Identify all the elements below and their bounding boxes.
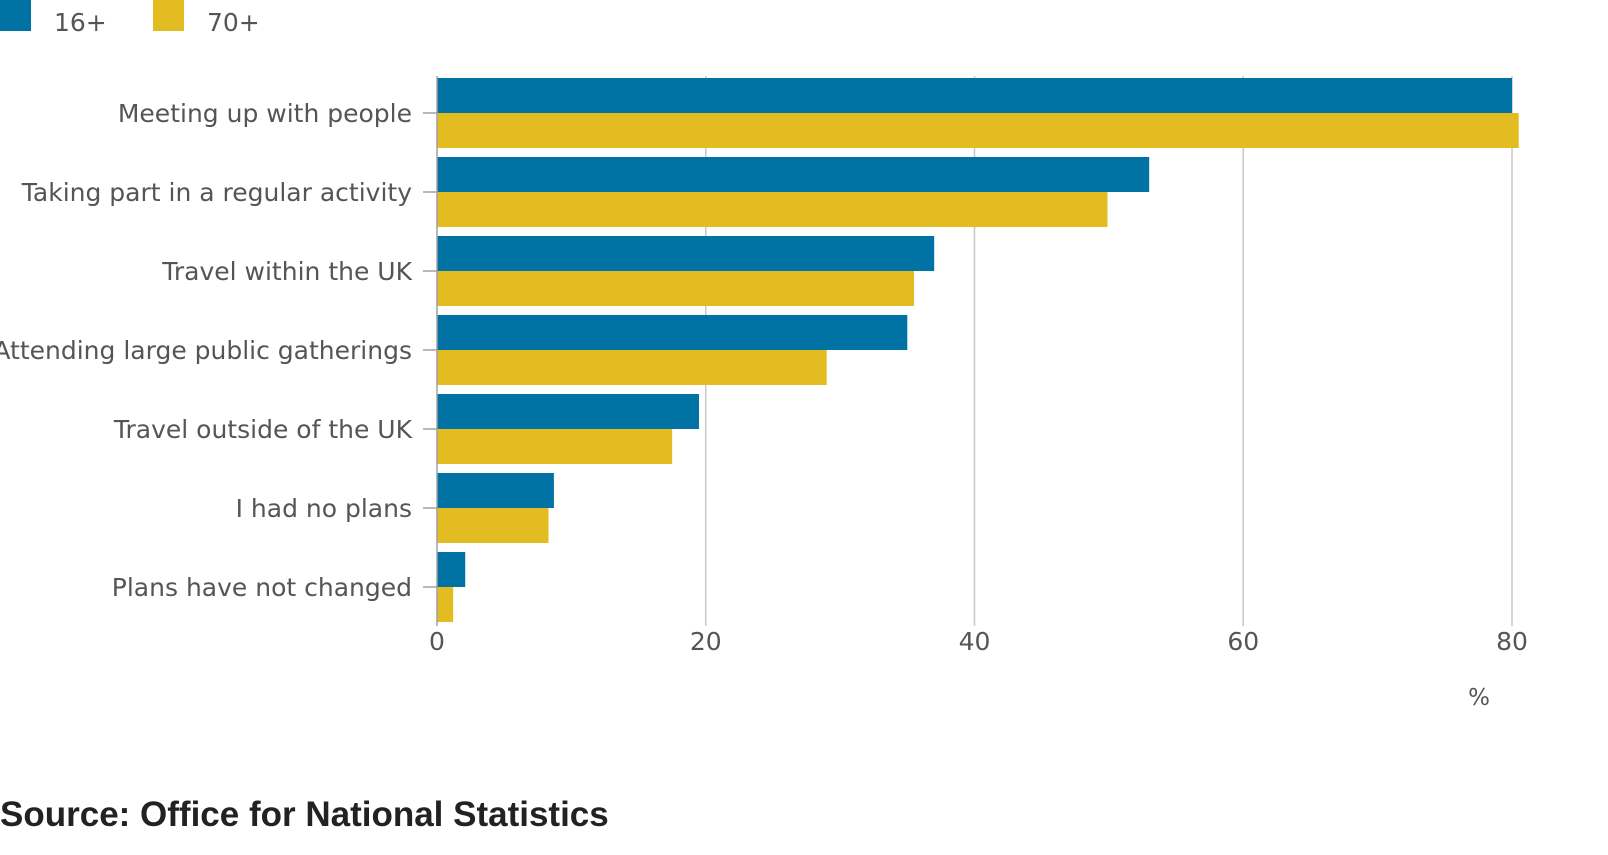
- bar-70-attending-large-public-gatherings: [437, 350, 827, 385]
- bar-16-i-had-no-plans: [437, 473, 554, 508]
- x-tick-label-40: 40: [959, 627, 991, 656]
- bar-16-plans-have-not-changed: [437, 552, 466, 587]
- x-axis-label: %: [1468, 685, 1490, 711]
- bar-16-attending-large-public-gatherings: [437, 315, 908, 350]
- legend-label-70: 70+: [207, 8, 260, 37]
- legend-label-16: 16+: [54, 8, 107, 37]
- bar-70-meeting-up-with-people: [437, 113, 1519, 148]
- category-label-i-had-no-plans: I had no plans: [236, 494, 412, 523]
- category-label-plans-have-not-changed: Plans have not changed: [112, 573, 412, 602]
- legend-swatch-70: [153, 0, 184, 31]
- x-axis: 0 20 40 60 80%: [429, 627, 1528, 711]
- bar-70-taking-part-in-a-regular-activity: [437, 192, 1108, 227]
- bar-16-taking-part-in-a-regular-activity: [437, 157, 1150, 192]
- x-tick-label-60: 60: [1227, 627, 1259, 656]
- category-label-taking-part-in-a-regular-activity: Taking part in a regular activity: [21, 178, 412, 207]
- y-axis: Meeting up with people Taking part in a r…: [0, 76, 438, 626]
- legend-swatch-16: [0, 0, 31, 31]
- bar-16-travel-outside-of-the-uk: [437, 394, 700, 429]
- bar-70-travel-outside-of-the-uk: [437, 429, 673, 464]
- x-tick-label-80: 80: [1496, 627, 1528, 656]
- x-tick-label-0: 0: [429, 627, 445, 656]
- category-label-attending-large-public-gatherings: Attending large public gatherings: [0, 336, 412, 365]
- bar-16-meeting-up-with-people: [437, 78, 1512, 113]
- bar-16-travel-within-the-uk: [437, 236, 935, 271]
- category-label-travel-outside-of-the-uk: Travel outside of the UK: [113, 415, 413, 444]
- bars: [437, 78, 1519, 622]
- category-label-travel-within-the-uk: Travel within the UK: [161, 257, 412, 286]
- bar-70-i-had-no-plans: [437, 508, 549, 543]
- bar-70-travel-within-the-uk: [437, 271, 915, 306]
- x-tick-label-20: 20: [690, 627, 722, 656]
- bar-chart: 16+ 70+ Meeting up with people Taking part…: [0, 0, 1528, 711]
- source-note: Source: Office for National Statistics: [0, 795, 609, 834]
- category-label-meeting-up-with-people: Meeting up with people: [118, 99, 412, 128]
- legend: 16+ 70+: [0, 0, 260, 37]
- bar-70-plans-have-not-changed: [437, 587, 454, 622]
